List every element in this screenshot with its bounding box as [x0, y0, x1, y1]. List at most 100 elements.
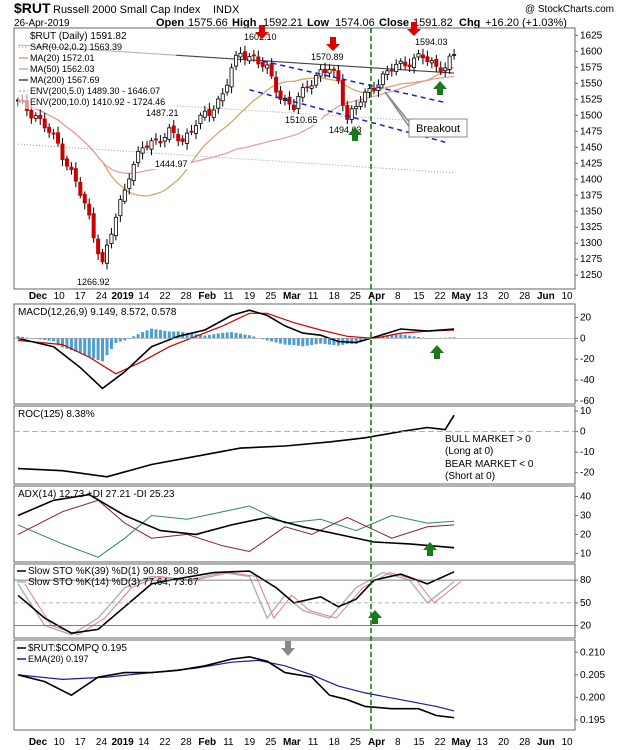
candle-body	[331, 68, 336, 71]
macd-histogram-bar	[158, 330, 162, 339]
price-annotations: 1602.10 1570.89 1594.03 1487.21 1510.65 …	[75, 31, 468, 287]
macd-histogram-bar	[207, 334, 211, 339]
ratio-label: $RUT:$COMPQ 0.195	[28, 643, 127, 654]
x-tick-label: May	[451, 737, 471, 748]
legend-ma20: MA(20) 1572.01	[30, 53, 95, 63]
low-value: 1574.06	[335, 17, 375, 29]
breakout-label-box	[408, 118, 468, 138]
candle-body	[251, 54, 256, 57]
high-value: 1592.21	[263, 17, 303, 29]
macd-histogram-bar	[172, 331, 176, 339]
candle-body	[153, 138, 158, 141]
price-panel	[13, 27, 576, 290]
macd-histogram-bar	[203, 335, 207, 339]
candle-body	[42, 118, 47, 129]
annotation-high-mar: 1570.89	[311, 52, 344, 62]
candle-body	[33, 115, 38, 119]
candle-body	[323, 68, 328, 74]
x-tick-label: 24	[96, 737, 108, 748]
macd-histogram-bar	[301, 338, 305, 347]
macd-histogram-bar	[283, 338, 287, 345]
macd-histogram-bar	[38, 338, 42, 340]
price-tick-label: 1475	[580, 126, 603, 137]
macd-histogram-bar	[101, 338, 105, 362]
x-tick-label: 22	[434, 737, 446, 748]
macd-histogram-bar	[292, 338, 296, 346]
legend-ma200: MA(200) 1567.69	[30, 75, 100, 85]
price-tick-label: 1400	[580, 174, 603, 185]
panel-tick-label: -60	[580, 396, 595, 407]
candle-body	[260, 62, 265, 68]
candle-body	[340, 80, 345, 106]
legend-sar: SAR(0.02,0.2) 1563.39	[30, 42, 122, 52]
macd-histogram-bar	[87, 338, 91, 358]
candle-body	[118, 199, 123, 217]
macd-histogram-bar	[145, 330, 149, 339]
x-tick-label: 11	[308, 737, 319, 748]
macd-histogram-bar	[421, 337, 425, 339]
macd-histogram-bar	[185, 332, 189, 339]
macd-histogram-bar	[83, 338, 87, 356]
macd-histogram-bar	[221, 332, 225, 339]
x-tick-label: 28	[519, 737, 531, 748]
candle-body	[149, 140, 154, 150]
candle-body	[96, 238, 101, 255]
green-arrow-up-icon	[368, 610, 382, 624]
candle-body	[354, 105, 359, 110]
green-arrow-up-icon	[423, 542, 437, 556]
indicator-lines	[16, 309, 462, 719]
x-tick-label: 14	[138, 737, 150, 748]
candle-body	[171, 125, 176, 133]
macd-histogram-bar	[216, 333, 220, 339]
macd-histogram-bar	[252, 336, 256, 339]
price-tick-label: 1375	[580, 190, 603, 201]
panel-tick-label: 20	[580, 621, 592, 632]
candle-body	[398, 60, 403, 64]
x-tick-label: Feb	[198, 737, 216, 748]
macd-histogram-bar	[296, 338, 300, 346]
macd-histogram-bar	[305, 338, 309, 346]
candle-body	[256, 56, 261, 65]
candle-body	[167, 127, 172, 140]
candle-body	[367, 88, 372, 93]
price-tick-label: 1600	[580, 46, 603, 57]
candle-body	[113, 216, 118, 237]
candle-body	[242, 51, 247, 60]
channel-line	[249, 89, 446, 143]
x-tick-label: 11	[308, 291, 319, 302]
candle-body	[434, 58, 439, 67]
legend-price: $RUT (Daily) 1591.82	[30, 31, 127, 42]
red-arrow-down-icon	[326, 37, 340, 51]
macd-histogram-bar	[314, 338, 318, 345]
x-tick-label: Apr	[368, 291, 385, 302]
macd-label: MACD(12,26,9) 9.149, 8.572, 0.578	[18, 307, 177, 318]
panel-tick-label: 20	[580, 313, 592, 324]
annotation-high-apr: 1594.03	[415, 37, 448, 47]
candle-body	[211, 109, 216, 118]
macd-histogram-bar	[247, 335, 251, 339]
price-tick-label: 1625	[580, 30, 603, 41]
macd-histogram-bar	[78, 338, 82, 353]
macd-histogram-bar	[243, 334, 247, 339]
annotation-low-dec: 1266.92	[77, 277, 110, 287]
red-arrow-down-icon	[407, 22, 421, 36]
candle-body	[198, 114, 203, 124]
candle-body	[162, 137, 167, 142]
x-tick-label: 22	[159, 737, 171, 748]
candle-body	[336, 70, 341, 82]
price-tick-label: 1450	[580, 142, 603, 153]
annotation-breakout: Breakout	[416, 123, 460, 135]
sto-panel	[13, 563, 576, 639]
candle-body	[425, 56, 430, 63]
macd-signal-line	[17, 312, 455, 375]
panel-tick-label: 30	[580, 510, 592, 521]
x-tick-label: 10	[561, 291, 573, 302]
green-arrow-up-icon	[348, 127, 362, 141]
macd-histogram-bar	[230, 332, 234, 339]
red-arrow-down-icon	[255, 25, 269, 39]
macd-histogram-bar	[452, 337, 456, 339]
annotation-low-jan: 1487.21	[146, 108, 179, 118]
macd-histogram-bar	[225, 332, 229, 339]
candle-body	[380, 73, 385, 85]
candle-body	[145, 145, 150, 148]
